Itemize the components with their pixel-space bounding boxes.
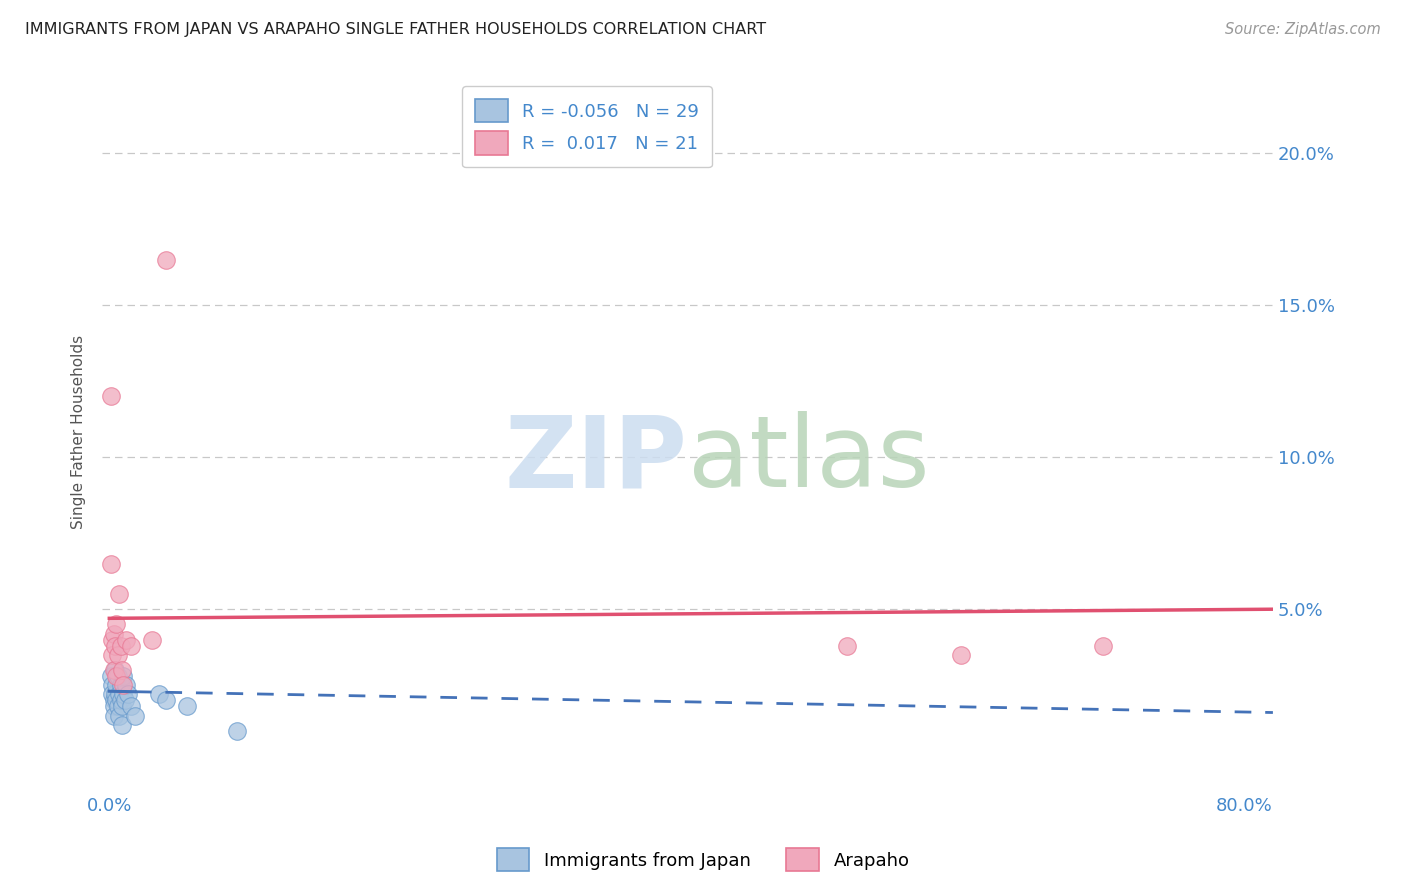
Point	[104, 639, 127, 653]
Point	[108, 587, 131, 601]
Point	[148, 687, 170, 701]
Point	[115, 632, 138, 647]
Point	[117, 687, 139, 701]
Point	[105, 693, 128, 707]
Point	[108, 708, 131, 723]
Point	[107, 669, 129, 683]
Point	[108, 687, 131, 701]
Point	[101, 648, 124, 662]
Point	[112, 669, 135, 683]
Point	[103, 699, 125, 714]
Point	[105, 617, 128, 632]
Point	[107, 699, 129, 714]
Text: atlas: atlas	[688, 411, 929, 508]
Point	[103, 693, 125, 707]
Text: Source: ZipAtlas.com: Source: ZipAtlas.com	[1225, 22, 1381, 37]
Point	[101, 687, 124, 701]
Point	[111, 663, 134, 677]
Point	[105, 669, 128, 683]
Point	[103, 626, 125, 640]
Point	[107, 648, 129, 662]
Point	[104, 663, 127, 677]
Point	[1091, 639, 1114, 653]
Point	[100, 557, 122, 571]
Point	[120, 699, 142, 714]
Point	[115, 678, 138, 692]
Point	[100, 390, 122, 404]
Point	[837, 639, 859, 653]
Point	[226, 723, 249, 738]
Point	[105, 678, 128, 692]
Point	[110, 639, 132, 653]
Point	[141, 632, 163, 647]
Point	[104, 687, 127, 701]
Point	[100, 669, 122, 683]
Point	[110, 693, 132, 707]
Legend: R = -0.056   N = 29, R =  0.017   N = 21: R = -0.056 N = 29, R = 0.017 N = 21	[463, 87, 711, 167]
Point	[949, 648, 972, 662]
Point	[101, 632, 124, 647]
Point	[155, 252, 177, 267]
Y-axis label: Single Father Households: Single Father Households	[72, 334, 86, 528]
Point	[103, 708, 125, 723]
Point	[112, 678, 135, 692]
Point	[176, 699, 198, 714]
Point	[111, 717, 134, 731]
Point	[110, 678, 132, 692]
Point	[103, 663, 125, 677]
Point	[124, 708, 146, 723]
Point	[114, 693, 136, 707]
Text: IMMIGRANTS FROM JAPAN VS ARAPAHO SINGLE FATHER HOUSEHOLDS CORRELATION CHART: IMMIGRANTS FROM JAPAN VS ARAPAHO SINGLE …	[25, 22, 766, 37]
Point	[120, 639, 142, 653]
Text: ZIP: ZIP	[505, 411, 688, 508]
Point	[101, 678, 124, 692]
Point	[112, 687, 135, 701]
Point	[111, 699, 134, 714]
Point	[155, 693, 177, 707]
Legend: Immigrants from Japan, Arapaho: Immigrants from Japan, Arapaho	[489, 841, 917, 879]
